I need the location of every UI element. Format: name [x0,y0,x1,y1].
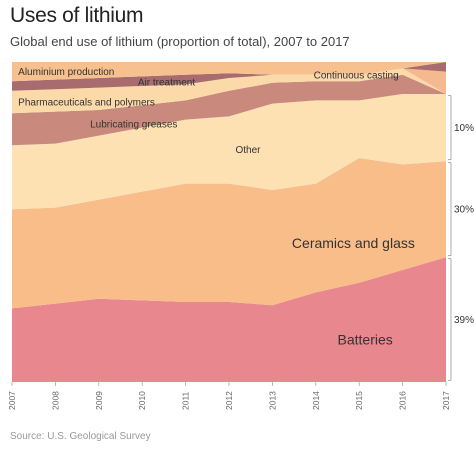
area-air-treatment [12,62,446,91]
bracket-ceramics-and-glass [448,162,452,257]
source-note: Source: U.S. Geological Survey [10,431,151,442]
series-label-air-treatment: Air treatment [138,77,195,88]
series-label-other: Other [236,145,262,156]
x-tick-label: 2015 [354,391,364,410]
chart-title: Uses of lithium [10,4,144,27]
x-tick-label: 2009 [94,391,104,410]
x-tick-label: 2016 [398,391,408,410]
annotation-30-percent: 30% [454,205,474,216]
annotation-39-percent: 39% [454,315,474,326]
annotation-10-percent: 10% [454,123,474,134]
area-aluminium-production [12,62,446,82]
x-tick-label: 2010 [137,391,147,410]
series-label-continuous-casting: Continuous casting [314,70,399,81]
series-label-aluminium-production: Aluminium production [18,67,114,78]
x-tick-label: 2013 [267,391,277,410]
area-pharmaceuticals-and-polymers [12,68,446,114]
series-label-batteries: Batteries [338,331,393,347]
area-other [12,94,446,210]
bracket-other [448,95,452,161]
x-tick-label: 2014 [311,391,321,410]
bracket-batteries [448,258,452,381]
x-tick-label: 2011 [181,391,191,410]
series-label-lubricating-greases: Lubricating greases [90,119,177,130]
x-tick-label: 2012 [224,391,234,410]
series-label-ceramics-and-glass: Ceramics and glass [292,235,415,251]
chart-subtitle: Global end use of lithium (proportion of… [10,34,350,49]
x-tick-label: 2008 [50,391,60,410]
series-label-pharmaceuticals-and-polymers: Pharmaceuticals and polymers [18,97,155,108]
area-batteries [12,257,446,382]
x-tick-label: 2017 [441,391,451,410]
area-lubricating-greases [12,74,446,146]
x-tick-label: 2007 [7,391,17,410]
